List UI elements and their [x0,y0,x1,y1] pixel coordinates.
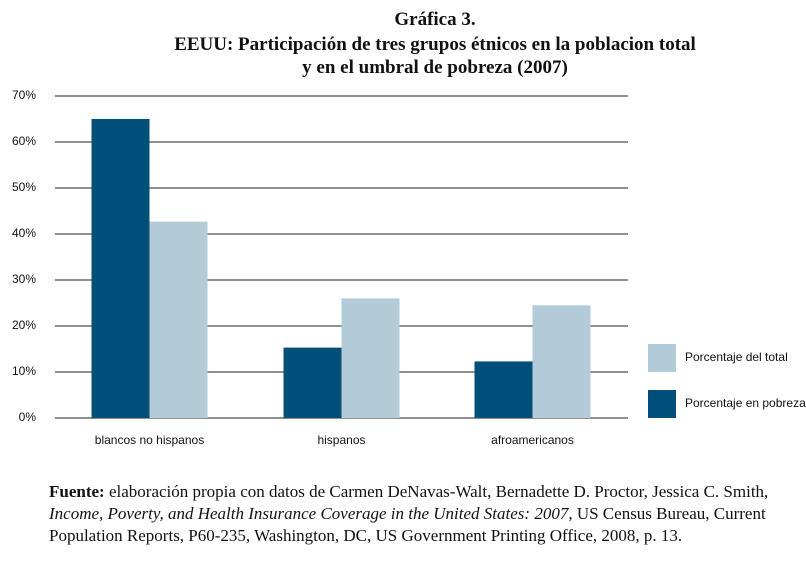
x-tick-label: blancos no hispanos [95,433,204,447]
chart-subtitle: EEUU: Participación de tres grupos étnic… [174,34,696,78]
source-rest: , US Census Bureau, Current Population R… [49,504,766,545]
y-tick-label: 20% [12,318,36,332]
x-tick-label: afroamericanos [491,433,574,447]
bar [341,298,400,418]
y-tick-label: 40% [12,226,36,240]
chart-title: Gráfica 3. [394,9,476,30]
legend-swatch [648,390,676,418]
y-tick-label: 30% [12,272,36,286]
y-tick-label: 70% [12,88,36,102]
legend-swatch [648,344,676,372]
source-text: elaboración propia con datos de Carmen D… [108,482,769,501]
y-tick-label: 0% [19,410,37,424]
bar [474,361,533,418]
bar [532,305,591,418]
bar [91,119,150,418]
source-title: Income, Poverty, and Health Insurance Co… [49,504,569,523]
y-tick-label: 50% [12,180,36,194]
y-tick-label: 60% [12,134,36,148]
legend-label: Porcentaje en pobreza [685,396,806,410]
chart: 0% 10% 20% 30% 40% 50% 60% 70% blancos no hispan… [12,88,806,447]
y-tick-label: 10% [12,364,36,378]
bar [283,347,342,418]
x-tick-label: hispanos [317,433,365,447]
source-label: Fuente: [49,482,105,501]
legend-label: Porcentaje del total [685,350,788,364]
bar [149,221,208,418]
source-note: Fuente: elaboración propia con datos de … [49,481,794,547]
